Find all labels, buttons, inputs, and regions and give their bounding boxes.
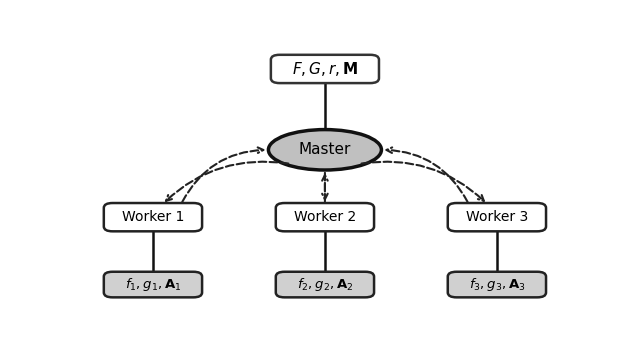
Text: Worker 3: Worker 3 <box>466 210 528 224</box>
Text: $f_1, g_1, \mathbf{A}_1$: $f_1, g_1, \mathbf{A}_1$ <box>125 276 181 293</box>
FancyBboxPatch shape <box>448 272 546 298</box>
FancyBboxPatch shape <box>104 272 202 298</box>
FancyBboxPatch shape <box>448 203 546 231</box>
FancyBboxPatch shape <box>271 55 379 83</box>
FancyBboxPatch shape <box>276 272 374 298</box>
Text: Worker 1: Worker 1 <box>122 210 184 224</box>
Text: $f_3, g_3, \mathbf{A}_3$: $f_3, g_3, \mathbf{A}_3$ <box>469 276 525 293</box>
Text: Worker 2: Worker 2 <box>294 210 356 224</box>
Text: $F, G, r, \mathbf{M}$: $F, G, r, \mathbf{M}$ <box>292 60 358 78</box>
Text: Master: Master <box>299 142 351 157</box>
FancyBboxPatch shape <box>104 203 202 231</box>
FancyBboxPatch shape <box>276 203 374 231</box>
Ellipse shape <box>268 130 382 170</box>
Text: $f_2, g_2, \mathbf{A}_2$: $f_2, g_2, \mathbf{A}_2$ <box>297 276 353 293</box>
